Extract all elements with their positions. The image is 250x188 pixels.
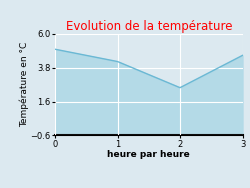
X-axis label: heure par heure: heure par heure	[108, 150, 190, 159]
Y-axis label: Température en °C: Température en °C	[20, 42, 29, 127]
Title: Evolution de la température: Evolution de la température	[66, 20, 232, 33]
